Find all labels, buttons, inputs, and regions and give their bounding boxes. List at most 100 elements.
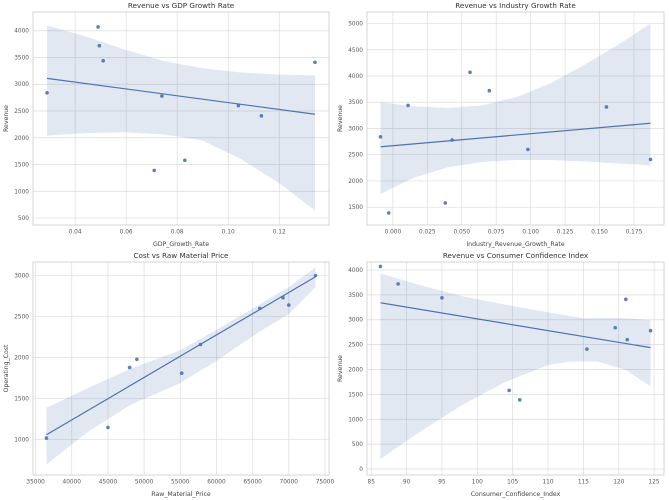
- data-point: [258, 306, 262, 311]
- x-tick-label: 105: [507, 480, 518, 486]
- y-tick-label: 2000: [348, 179, 363, 185]
- plot-background: [367, 262, 664, 475]
- y-tick-label: 3500: [348, 100, 363, 106]
- y-tick-label: 3500: [14, 55, 29, 61]
- data-point: [585, 347, 589, 351]
- y-tick-label: 4000: [14, 29, 29, 35]
- y-tick-label: 500: [352, 442, 363, 448]
- x-tick-label: 0.075: [488, 230, 505, 236]
- x-tick-label: 100: [472, 480, 483, 486]
- x-axis-label: Raw_Material_Price: [151, 491, 211, 498]
- plot-border: [366, 11, 665, 226]
- x-tick-label: 55000: [171, 480, 190, 486]
- y-tick-label: 0: [359, 467, 363, 473]
- data-point: [96, 25, 100, 29]
- data-point: [127, 365, 132, 370]
- y-tick-label: 2000: [348, 367, 363, 373]
- data-point: [648, 157, 653, 162]
- plot-border: [32, 261, 330, 476]
- x-tick-label: 115: [578, 480, 589, 486]
- confidence-band: [380, 23, 651, 195]
- chart-svg: 0.000 0.025 0.050 0.075 0.100 0.125 0.150 0.175…: [337, 1, 665, 248]
- y-tick-label: 3500: [348, 293, 363, 299]
- chart-title: Cost vs Raw Material Price: [134, 251, 230, 260]
- chart-svg: 35000 40000 45000 50000 55000 60000 65000 70000…: [3, 251, 334, 498]
- y-tick-label: 1500: [348, 205, 363, 211]
- data-point: [152, 168, 157, 173]
- data-point: [443, 201, 448, 205]
- x-tick-label: 0.025: [419, 230, 436, 236]
- y-tick-label: 2000: [14, 356, 29, 362]
- data-point: [604, 105, 609, 109]
- confidence-band: [47, 25, 315, 211]
- regression-line: [380, 122, 651, 148]
- data-point: [183, 158, 187, 163]
- y-tick-label: 2500: [14, 109, 29, 115]
- data-point: [259, 114, 264, 118]
- data-point: [450, 138, 454, 142]
- x-tick-label: 35000: [26, 480, 45, 486]
- y-tick-label: 2500: [14, 315, 29, 321]
- y-tick-label: 1500: [14, 397, 29, 403]
- x-tick-label: 0.150: [591, 230, 608, 236]
- y-tick-label: 2500: [348, 153, 363, 159]
- x-axis-label: GDP_Growth_Rate: [153, 241, 209, 248]
- x-tick-label: 0.175: [626, 230, 643, 236]
- x-tick-label: 0.125: [557, 230, 574, 236]
- data-point: [101, 58, 105, 63]
- y-tick-label: 1000: [348, 417, 363, 423]
- data-point: [613, 325, 618, 330]
- x-tick-label: 0.06: [120, 230, 133, 236]
- chart-title: Revenue vs GDP Growth Rate: [128, 1, 235, 10]
- data-point: [160, 94, 164, 98]
- chart-title: Revenue vs Industry Growth Rate: [455, 1, 576, 10]
- data-point: [378, 135, 383, 139]
- y-tick-label: 2500: [348, 343, 363, 349]
- y-tick-label: 2000: [14, 136, 29, 142]
- data-point: [378, 264, 383, 269]
- y-tick-label: 4000: [348, 268, 363, 274]
- data-point: [179, 371, 184, 376]
- data-point: [468, 70, 472, 75]
- x-axis-label: Industry_Revenue_Growth_Rate: [466, 241, 564, 248]
- data-point: [198, 342, 203, 347]
- data-point: [236, 103, 241, 108]
- data-point: [406, 103, 410, 108]
- x-tick-label: 50000: [135, 480, 154, 486]
- y-axis-label: Revenue: [337, 355, 344, 382]
- data-point: [286, 303, 291, 307]
- x-tick-label: 70000: [280, 480, 299, 486]
- y-axis-label: Revenue: [337, 105, 344, 132]
- plot-border: [366, 261, 665, 476]
- data-point: [45, 91, 49, 95]
- data-point: [97, 43, 102, 48]
- x-tick-label: 0.100: [522, 230, 539, 236]
- y-tick-label: 3000: [348, 126, 363, 132]
- data-point: [396, 282, 400, 286]
- data-point: [440, 296, 444, 300]
- chart-svg: 85 90 95 100 105 110 115 120 125 0 500 1000 1500 2000…: [337, 251, 665, 498]
- y-tick-label: 1500: [348, 392, 363, 398]
- regression-line: [46, 276, 316, 436]
- x-axis-label: Consumer_Confidence_Index: [471, 491, 561, 498]
- data-point: [526, 147, 530, 152]
- data-point: [106, 425, 110, 430]
- data-point: [517, 398, 522, 402]
- x-tick-label: 0.04: [69, 230, 82, 236]
- data-point: [386, 211, 391, 215]
- x-tick-label: 95: [438, 480, 446, 486]
- y-axis-label: Operating_Cost: [3, 344, 10, 392]
- x-tick-label: 0.050: [453, 230, 470, 236]
- data-point: [487, 88, 492, 93]
- x-tick-label: 75000: [316, 480, 334, 486]
- x-tick-label: 90: [403, 480, 411, 486]
- y-tick-label: 3000: [14, 82, 29, 88]
- x-tick-label: 85: [368, 480, 376, 486]
- y-tick-label: 4000: [348, 74, 363, 80]
- y-tick-label: 4500: [348, 48, 363, 54]
- x-tick-label: 120: [613, 480, 624, 486]
- y-tick-label: 1000: [14, 438, 29, 444]
- chart-revenue-vs-industry-growth-rate: 0.000 0.025 0.050 0.075 0.100 0.125 0.150 0.175…: [334, 0, 669, 250]
- y-tick-label: 3000: [348, 318, 363, 324]
